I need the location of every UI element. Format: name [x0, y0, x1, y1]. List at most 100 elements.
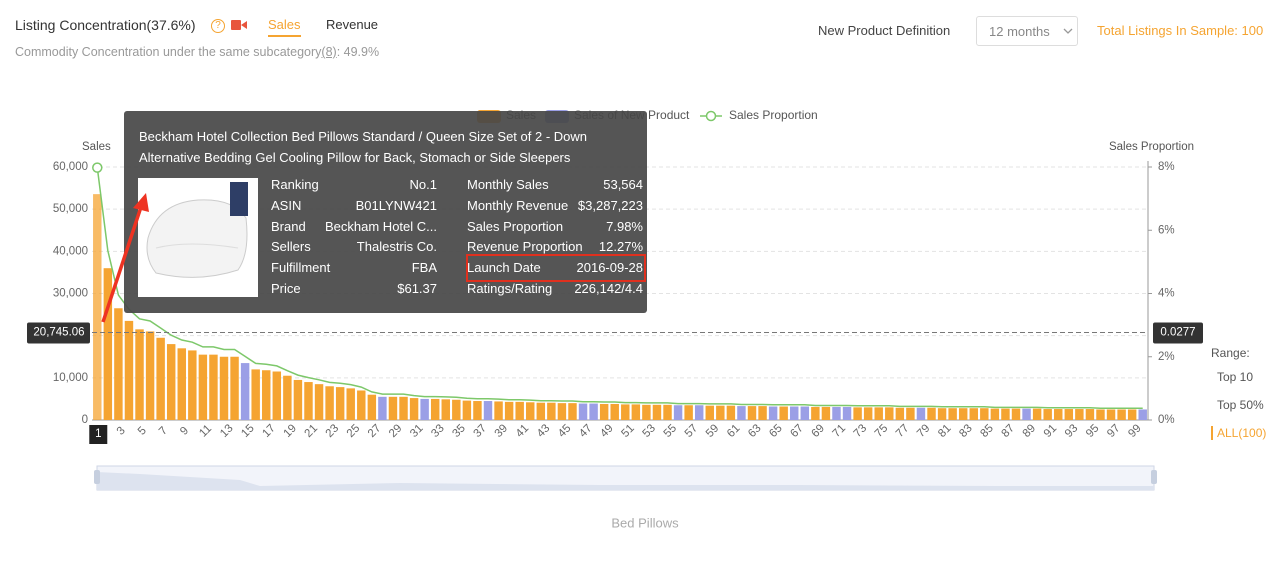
x-tick: 23 — [324, 422, 342, 440]
x-tick-label: 11 — [197, 423, 214, 440]
x-tick: 73 — [852, 422, 870, 440]
bar — [694, 405, 704, 420]
bar — [800, 406, 810, 420]
x-tick: 21 — [303, 422, 321, 440]
x-tick: 5 — [136, 425, 149, 438]
bar — [1085, 409, 1095, 420]
bar — [895, 407, 905, 420]
bar — [621, 404, 630, 420]
tooltip-key: Revenue Proportion — [467, 239, 583, 255]
x-tick: 29 — [387, 422, 405, 440]
bar — [948, 408, 957, 420]
x-tick-highlight — [89, 425, 108, 444]
bar — [367, 394, 377, 420]
bar — [705, 405, 714, 420]
bar — [885, 407, 894, 420]
bar — [1096, 409, 1105, 420]
x-tick-label: 55 — [662, 422, 680, 440]
bar — [599, 403, 609, 420]
bar — [462, 400, 472, 420]
bar — [494, 401, 503, 420]
x-tick-label: 21 — [303, 422, 321, 440]
tooltip-value: 226,142/4.4 — [574, 281, 643, 296]
x-tick-label: 73 — [852, 422, 870, 440]
bar — [1075, 409, 1084, 420]
x-tick-label: 43 — [535, 422, 553, 440]
bar — [716, 405, 725, 420]
bar — [399, 396, 408, 420]
zoom-handle[interactable] — [94, 470, 100, 484]
x-tick: 57 — [683, 422, 701, 440]
x-tick-label: 27 — [366, 422, 384, 440]
bar — [1011, 408, 1021, 420]
bar — [631, 404, 641, 420]
x-tick: 95 — [1084, 422, 1102, 440]
tooltip-key: Monthly Revenue — [467, 197, 569, 213]
tooltip-value: No.1 — [409, 177, 437, 192]
range-option[interactable]: Top 10 — [1217, 370, 1254, 384]
bar — [452, 399, 461, 420]
bar — [916, 407, 926, 420]
x-tick-label: 75 — [873, 422, 891, 440]
x-tick: 65 — [767, 422, 785, 440]
x-tick: 69 — [809, 422, 827, 440]
bar — [684, 405, 693, 420]
definition-select[interactable]: 12 months — [976, 16, 1078, 46]
range-option[interactable]: ALL(100) — [1211, 426, 1266, 440]
x-tick-label: 15 — [239, 422, 257, 440]
x-tick: 49 — [598, 422, 616, 440]
x-tick: 83 — [957, 422, 975, 440]
bar — [568, 403, 577, 420]
bar — [747, 406, 757, 420]
x-tick: 39 — [493, 422, 511, 440]
x-tick: 71 — [831, 422, 849, 440]
x-tick: 35 — [450, 422, 468, 440]
bar — [853, 407, 862, 420]
zoom-handle[interactable] — [1151, 470, 1157, 484]
tab-revenue[interactable]: Revenue — [326, 17, 379, 32]
x-tick-label: 89 — [1021, 422, 1039, 440]
x-tick: 53 — [640, 422, 658, 440]
x-tick-label: 5 — [136, 425, 149, 438]
bar — [980, 408, 989, 420]
x-tick: 47 — [577, 422, 595, 440]
bar — [969, 408, 978, 420]
x-tick: 7 — [157, 425, 170, 438]
x-tick: 17 — [260, 422, 278, 440]
x-tick-label: 19 — [281, 422, 299, 440]
tooltip-key: Monthly Sales — [467, 177, 549, 192]
bar — [430, 398, 440, 420]
bar — [240, 363, 250, 420]
bar — [93, 194, 102, 420]
x-tick: 85 — [978, 422, 996, 440]
video-icon[interactable] — [231, 19, 247, 31]
y-axis-label: Sales — [82, 141, 111, 153]
bar — [1043, 409, 1052, 420]
bar — [357, 390, 366, 420]
tab-sales[interactable]: Sales — [268, 17, 301, 37]
x-tick-label: 67 — [788, 422, 806, 440]
tooltip-value: $3,287,223 — [577, 197, 643, 213]
y-tick-label: 60,000 — [53, 161, 88, 173]
tooltip-title: Beckham Hotel Collection Bed Pillows Sta… — [139, 129, 588, 165]
bar — [209, 354, 218, 420]
x-tick-label: 95 — [1084, 422, 1102, 440]
x-tick: 13 — [218, 422, 236, 440]
bar — [958, 408, 968, 420]
y2-tick-label: 0% — [1158, 414, 1175, 426]
range-option[interactable]: Top 50% — [1217, 398, 1264, 412]
x-tick-label: 25 — [345, 422, 363, 440]
subtitle-link[interactable]: (8) — [321, 45, 337, 59]
x-tick: 27 — [366, 422, 384, 440]
x-tick: 11 — [197, 423, 214, 440]
title: Listing Concentration(37.6%) — [15, 17, 196, 33]
help-icon[interactable]: ? — [211, 19, 225, 33]
y2-tick-label: 2% — [1158, 351, 1175, 363]
bar — [188, 350, 197, 420]
bar — [821, 406, 831, 420]
bar — [906, 407, 915, 420]
bar — [1022, 408, 1031, 420]
bar — [1138, 409, 1147, 420]
x-tick-label: 13 — [218, 422, 236, 440]
x-tick-label: 69 — [809, 422, 827, 440]
